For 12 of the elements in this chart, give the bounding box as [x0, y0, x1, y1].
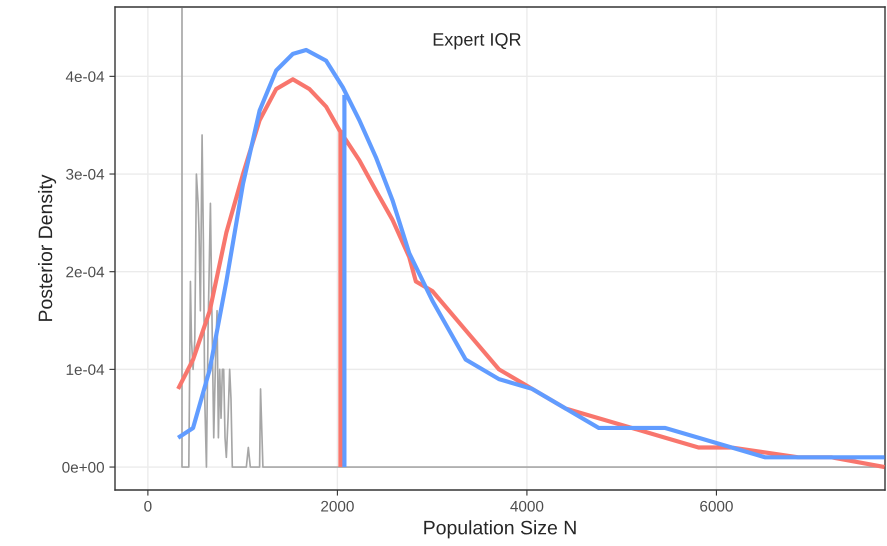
y-tick-label: 4e-04 — [66, 71, 104, 82]
y-tick-label: 1e-04 — [66, 364, 104, 376]
y-tick-label: 0e+00 — [62, 462, 104, 473]
y-tick-label: 3e-04 — [66, 168, 104, 180]
x-tick-label: 6000 — [700, 500, 733, 512]
y-tick-label: 2e-04 — [66, 266, 104, 278]
x-axis-title: Population Size N — [424, 520, 576, 538]
x-tick-label: 0 — [144, 500, 152, 512]
x-tick-label: 4000 — [510, 500, 544, 512]
annotation: Expert IQR — [434, 33, 521, 50]
x-tick-label: 2000 — [321, 500, 354, 512]
y-axis-title: Posterior Density — [38, 174, 56, 321]
